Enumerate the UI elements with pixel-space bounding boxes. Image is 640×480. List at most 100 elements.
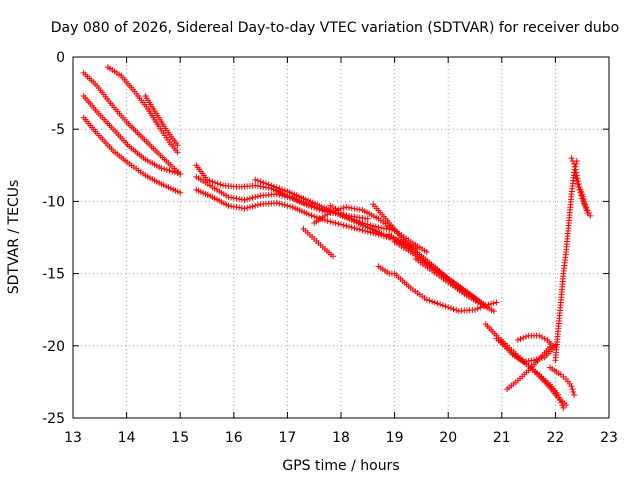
data-point: [520, 334, 527, 341]
data-point: [447, 305, 454, 312]
data-point: [364, 221, 371, 228]
data-point: [351, 225, 358, 232]
y-tick-label: -10: [42, 194, 65, 210]
data-point: [356, 226, 363, 233]
data-point: [338, 209, 344, 216]
data-point: [260, 179, 267, 186]
x-tick-label: 14: [118, 430, 136, 446]
data-point: [472, 306, 478, 313]
data-point: [429, 298, 436, 305]
series-arc-26: [571, 169, 591, 216]
data-point: [257, 178, 264, 185]
data-point: [439, 302, 446, 309]
data-point: [359, 220, 366, 227]
data-point: [279, 192, 286, 199]
y-tick-label: -15: [42, 267, 65, 283]
data-point: [372, 223, 379, 230]
data-point: [241, 196, 248, 203]
data-point: [171, 169, 178, 176]
series-arc-10: [311, 204, 430, 255]
data-point: [268, 182, 275, 189]
data-point: [329, 253, 336, 260]
data-point: [321, 212, 328, 219]
data-point: [340, 222, 347, 229]
data-point: [480, 303, 487, 310]
chart-title: Day 080 of 2026, Sidereal Day-to-day VTE…: [51, 20, 619, 36]
x-tick-labels: 13 14 15 16 17 18 19 20 21 22 23: [64, 430, 618, 446]
series-arc-1: [104, 64, 181, 156]
data-point: [485, 301, 492, 308]
data-point: [362, 220, 369, 227]
data-point: [281, 187, 288, 194]
data-point: [177, 189, 184, 196]
data-point: [249, 194, 256, 201]
x-tick-label: 21: [493, 430, 511, 446]
data-point: [254, 177, 261, 184]
data-point: [276, 200, 283, 207]
data-point: [252, 194, 259, 201]
data-point: [244, 196, 251, 203]
data-point: [276, 191, 283, 198]
data-point: [161, 166, 168, 173]
data-point: [490, 308, 497, 315]
x-tick-label: 19: [386, 430, 404, 446]
data-point: [254, 202, 261, 209]
data-point: [514, 337, 521, 344]
data-point: [555, 391, 562, 398]
data-point: [308, 212, 315, 219]
data-point: [252, 176, 259, 183]
data-point: [273, 191, 280, 198]
data-point: [423, 296, 430, 303]
data-point: [559, 402, 566, 409]
data-point: [367, 222, 374, 229]
data-point: [329, 219, 336, 226]
data-point: [212, 179, 219, 186]
data-point: [340, 204, 347, 211]
data-point: [453, 307, 460, 314]
data-point: [169, 168, 176, 175]
data-point: [329, 204, 336, 211]
data-point: [533, 356, 540, 363]
series-arc-5: [142, 92, 181, 149]
data-point: [539, 355, 545, 362]
data-point: [163, 166, 170, 173]
series-arc-17: [375, 263, 500, 315]
data-point: [578, 192, 585, 199]
data-point: [351, 216, 358, 223]
data-point: [287, 203, 294, 210]
data-point: [587, 212, 594, 219]
x-tick-label: 22: [546, 430, 564, 446]
data-point: [287, 194, 294, 201]
data-point: [249, 203, 256, 210]
data-point: [522, 333, 529, 340]
data-point: [241, 205, 248, 212]
data-point: [174, 142, 181, 149]
data-point: [568, 383, 575, 390]
data-point: [569, 386, 576, 393]
series-arc-20: [498, 338, 559, 365]
x-tick-label: 18: [332, 430, 350, 446]
data-point: [536, 332, 543, 339]
data-point: [488, 300, 495, 307]
data-point: [343, 222, 350, 229]
data-point: [279, 201, 286, 208]
x-tick-label: 20: [439, 430, 457, 446]
data-point: [214, 180, 221, 187]
data-point: [346, 223, 353, 230]
data-point: [574, 181, 581, 188]
data-point: [571, 169, 578, 176]
x-axis-label: GPS time / hours: [282, 458, 399, 474]
data-point: [327, 209, 334, 216]
series-arc-12: [300, 225, 336, 260]
data-point: [577, 189, 584, 196]
data-point: [174, 149, 181, 156]
data-point: [556, 394, 563, 401]
series-arc-24: [552, 157, 580, 364]
y-axis-label: SDTVAR / TECUs: [6, 180, 22, 295]
data-point: [558, 399, 565, 406]
data-point: [572, 172, 579, 179]
data-point: [549, 342, 556, 349]
data-point: [262, 180, 269, 187]
data-point: [570, 389, 577, 396]
